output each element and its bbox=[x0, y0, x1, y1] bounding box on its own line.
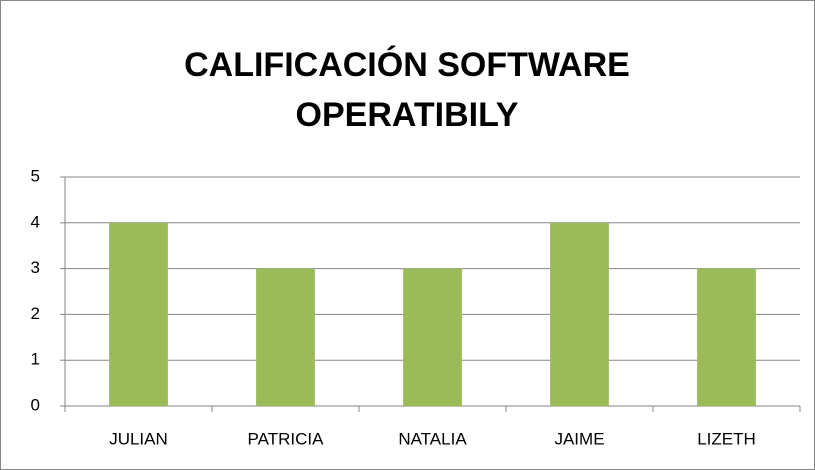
y-tick-label: 3 bbox=[31, 258, 40, 277]
y-tick-label: 2 bbox=[31, 304, 40, 323]
bar bbox=[550, 222, 609, 406]
x-tick-label: LIZETH bbox=[697, 429, 756, 448]
x-tick-label: NATALIA bbox=[398, 429, 467, 448]
bar bbox=[697, 268, 756, 406]
y-tick-label: 1 bbox=[31, 350, 40, 369]
bar bbox=[403, 268, 462, 406]
y-tick-label: 0 bbox=[31, 395, 40, 414]
y-tick-label: 5 bbox=[31, 166, 40, 185]
y-tick-label: 4 bbox=[31, 212, 40, 231]
chart-title: CALIFICACIÓN SOFTWARE OPERATIBILY bbox=[184, 46, 630, 134]
bar bbox=[109, 222, 168, 406]
x-tick-label: JULIAN bbox=[109, 429, 168, 448]
x-tick-label: PATRICIA bbox=[248, 429, 325, 448]
x-tick-label: JAIME bbox=[554, 429, 604, 448]
bar bbox=[256, 268, 315, 406]
